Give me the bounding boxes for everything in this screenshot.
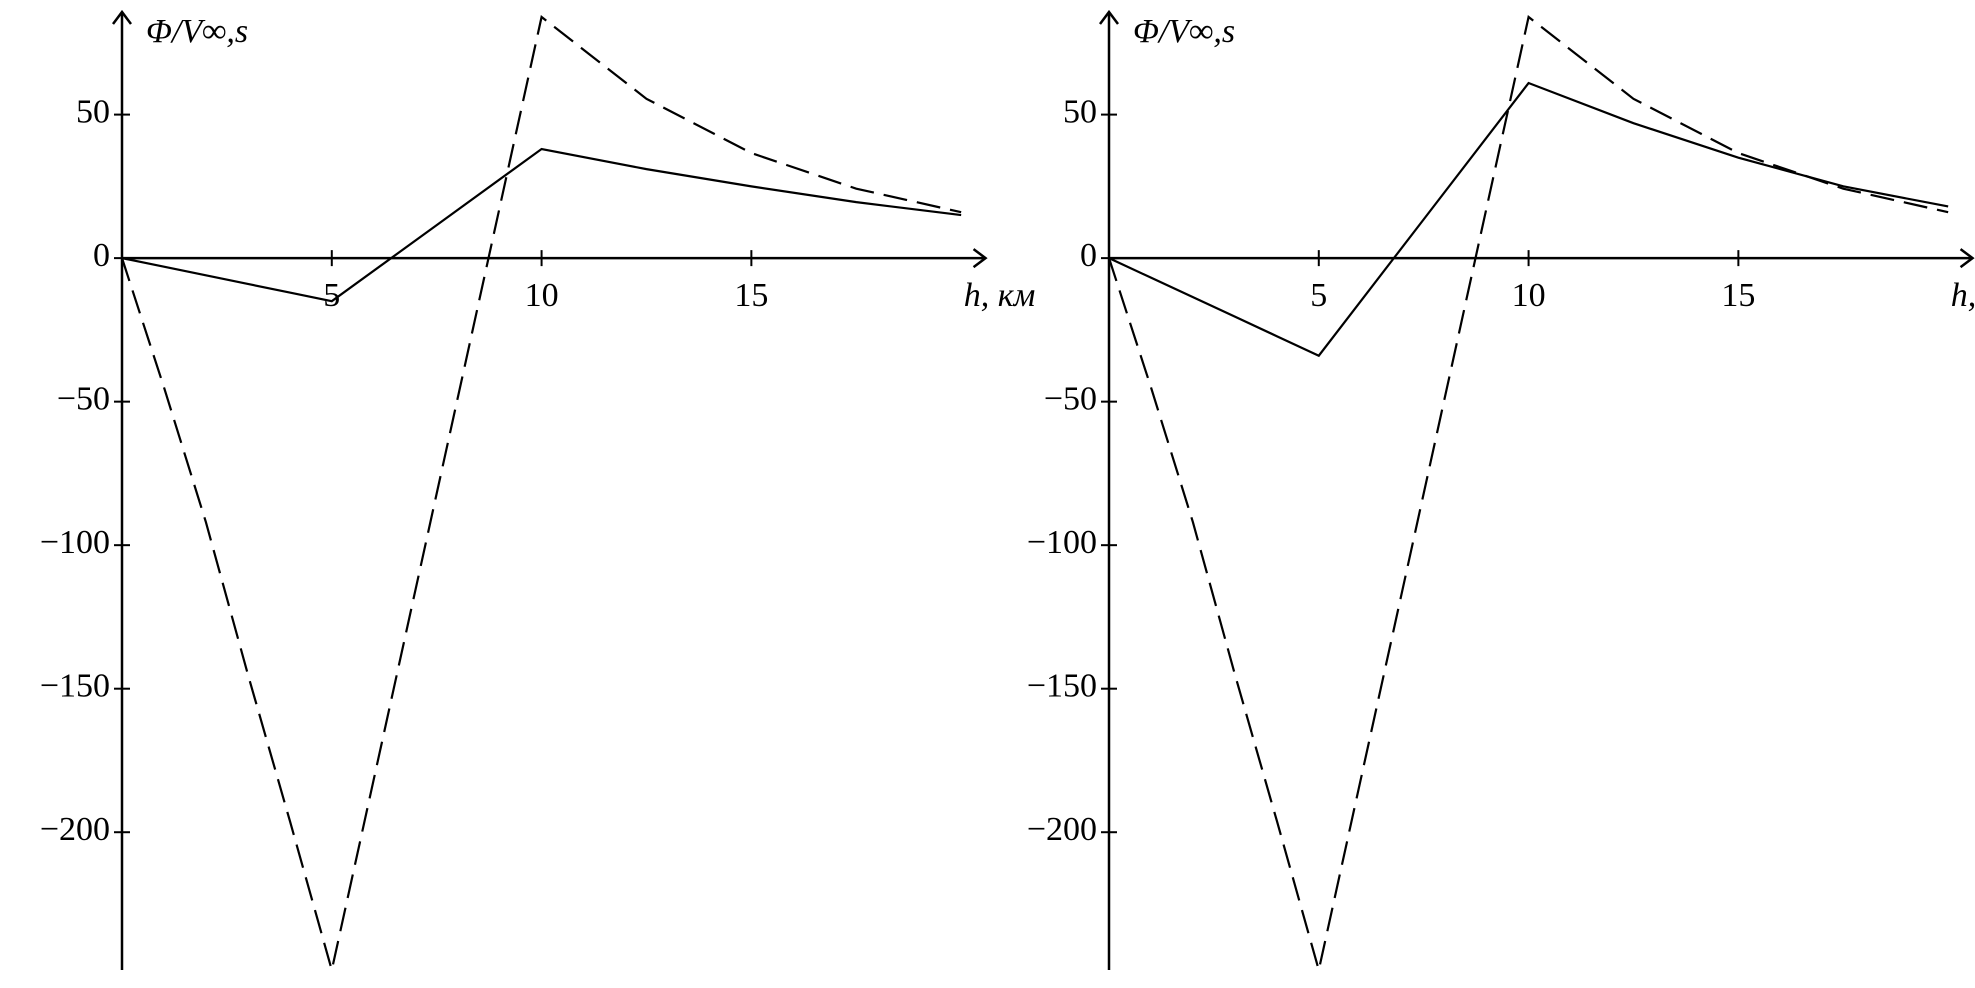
x-tick-label: 5	[1310, 277, 1327, 314]
y-tick-label: −100	[1027, 524, 1097, 561]
y-tick-label: −150	[40, 667, 110, 704]
x-tick-label: 15	[734, 277, 768, 314]
x-tick-label: 10	[1512, 277, 1546, 314]
y-tick-label: −200	[1027, 811, 1097, 848]
y-axis-label: Φ/V∞,s	[1133, 13, 1235, 50]
y-tick-label: 50	[1063, 93, 1097, 130]
data-line	[1107, 15, 1949, 971]
y-tick-label: −50	[1044, 380, 1097, 417]
y-tick-label: 50	[76, 93, 110, 130]
y-tick-label: −100	[40, 524, 110, 561]
data-line	[121, 147, 962, 303]
y-tick-label: 0	[1080, 237, 1097, 274]
x-axis-label: h, км	[1951, 277, 1975, 314]
y-tick-label: 0	[93, 237, 110, 274]
x-axis-arrow	[972, 248, 988, 269]
y-tick-label: −150	[1027, 667, 1097, 704]
x-axis-label: h, км	[964, 277, 1036, 314]
y-axis-arrow	[112, 9, 132, 25]
x-tick-label: 15	[1721, 277, 1755, 314]
data-line	[1108, 81, 1949, 358]
y-axis-label: Φ/V∞,s	[146, 13, 248, 50]
data-line	[120, 15, 962, 971]
x-tick-label: 5	[323, 277, 340, 314]
y-tick-label: −200	[40, 811, 110, 848]
x-axis-arrow	[1959, 248, 1975, 269]
y-tick-label: −50	[57, 380, 110, 417]
y-axis-arrow	[1099, 9, 1119, 25]
x-tick-label: 10	[525, 277, 559, 314]
